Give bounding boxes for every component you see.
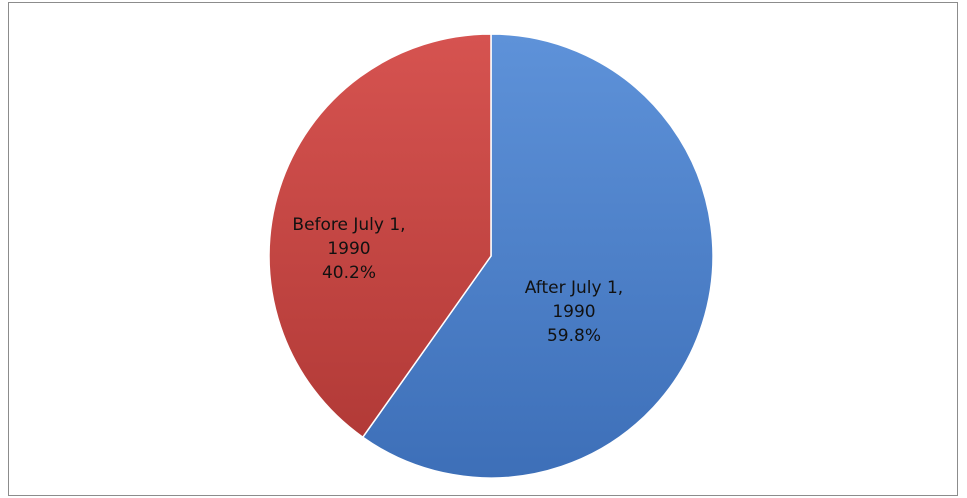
pie-labels: After July 1, 1990 59.8% Before July 1, 1990… bbox=[292, 215, 623, 346]
slice-data-label: After July 1, 1990 59.8% bbox=[525, 278, 623, 346]
slice-data-label: Before July 1, 1990 40.2% bbox=[292, 215, 405, 283]
pie-slice bbox=[361, 33, 714, 479]
pie-slice bbox=[268, 33, 492, 439]
pie-slices bbox=[268, 33, 714, 479]
chart-area: After July 1, 1990 59.8% Before July 1, 1990… bbox=[8, 2, 958, 496]
pie-chart: After July 1, 1990 59.8% Before July 1, 1990… bbox=[268, 33, 714, 479]
